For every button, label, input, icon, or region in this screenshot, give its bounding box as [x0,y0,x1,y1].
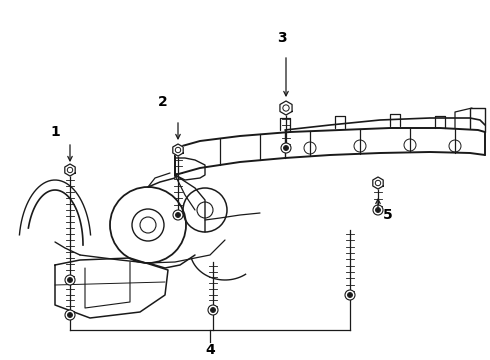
Polygon shape [280,101,292,115]
Circle shape [375,180,381,186]
Circle shape [284,145,289,150]
Circle shape [345,290,355,300]
Text: 1: 1 [50,125,60,139]
Text: 5: 5 [383,208,393,222]
Circle shape [375,207,381,212]
Polygon shape [173,144,183,156]
Polygon shape [373,177,383,189]
Text: 3: 3 [277,31,287,45]
Circle shape [211,307,216,312]
Circle shape [67,167,73,173]
Circle shape [208,305,218,315]
Circle shape [281,143,291,153]
Circle shape [68,312,73,318]
Circle shape [175,147,181,153]
Circle shape [65,310,75,320]
Circle shape [347,292,352,297]
Circle shape [283,105,289,111]
Circle shape [175,212,180,217]
Circle shape [373,205,383,215]
Text: 4: 4 [205,343,215,357]
Circle shape [173,210,183,220]
Text: 2: 2 [158,95,168,109]
Polygon shape [65,164,75,176]
Circle shape [68,278,73,283]
Circle shape [65,275,75,285]
